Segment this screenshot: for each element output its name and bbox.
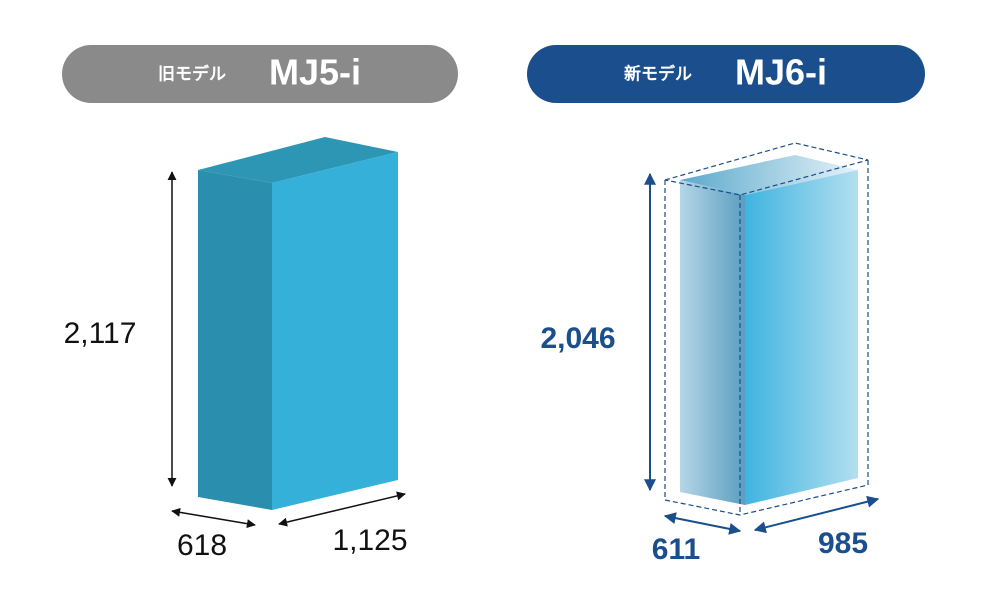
old-model-pill: [62, 45, 458, 103]
new-width: 985: [818, 527, 868, 560]
new-dimension-arrows: [644, 172, 880, 535]
old-model-name: MJ5-i: [269, 52, 361, 93]
old-height: 2,117: [64, 317, 137, 350]
old-model-box: [198, 137, 398, 510]
new-depth: 611: [652, 533, 700, 566]
old-width: 1,125: [332, 524, 407, 557]
new-height: 2,046: [540, 322, 615, 355]
old-model-prefix: 旧モデル: [158, 63, 226, 83]
new-model-box: [664, 142, 869, 516]
new-model-pill: [527, 45, 925, 103]
old-dimension-arrows: [167, 171, 406, 529]
old-depth: 618: [177, 529, 227, 562]
new-model-name: MJ6-i: [735, 52, 827, 93]
new-model-prefix: 新モデル: [624, 63, 692, 83]
